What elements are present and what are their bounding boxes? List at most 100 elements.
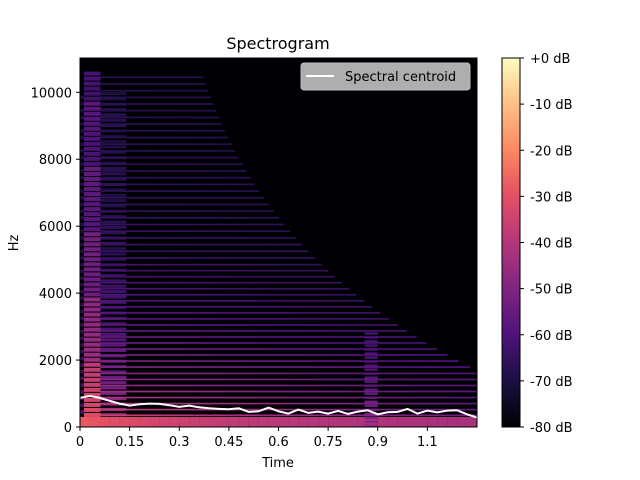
harmonic-segment bbox=[171, 163, 184, 166]
y-axis-label: Hz bbox=[7, 235, 22, 252]
harmonic-segment bbox=[118, 263, 137, 266]
spectrogram-cell bbox=[80, 95, 84, 99]
harmonic-segment bbox=[414, 396, 446, 399]
harmonic-segment bbox=[155, 96, 165, 99]
spectrogram-cell bbox=[83, 81, 101, 86]
harmonic-segment bbox=[126, 83, 136, 85]
harmonic-segment bbox=[117, 250, 135, 253]
harmonic-segment bbox=[377, 366, 409, 368]
colorbar-tick-label: -80 dB bbox=[530, 421, 573, 436]
harmonic-segment bbox=[122, 306, 146, 308]
harmonic-segment bbox=[99, 116, 110, 119]
spectrogram-cell bbox=[80, 269, 84, 274]
harmonic-segment bbox=[315, 366, 347, 368]
harmonic-segment bbox=[154, 89, 164, 92]
reattack-cell bbox=[364, 412, 378, 415]
harmonic-segment bbox=[273, 250, 291, 253]
spectrogram-cell bbox=[83, 357, 101, 362]
colorbar-tick-label: -10 dB bbox=[530, 98, 573, 113]
x-tick-label: 0.3 bbox=[169, 435, 190, 450]
harmonic-segment bbox=[135, 83, 144, 85]
harmonic-segment bbox=[168, 76, 178, 79]
harmonic-segment bbox=[290, 250, 309, 253]
low-band-cell bbox=[238, 416, 249, 427]
harmonic-segment bbox=[273, 324, 299, 326]
harmonic-segment bbox=[162, 287, 183, 290]
harmonic-segment bbox=[224, 324, 249, 326]
harmonic-segment bbox=[99, 237, 117, 239]
reattack-cell bbox=[364, 364, 378, 367]
harmonic-segment bbox=[189, 360, 220, 362]
harmonic-segment bbox=[184, 243, 201, 246]
harmonic-segment bbox=[219, 360, 250, 362]
harmonic-segment bbox=[109, 116, 120, 119]
harmonic-segment bbox=[180, 156, 193, 159]
reattack-cell bbox=[364, 396, 378, 399]
spectrogram-cell bbox=[83, 126, 101, 131]
low-band-cell bbox=[338, 416, 348, 427]
harmonic-segment bbox=[196, 83, 206, 85]
harmonic-segment bbox=[381, 330, 408, 332]
harmonic-segment bbox=[146, 156, 158, 159]
harmonic-segment bbox=[217, 243, 235, 246]
harmonic-segment bbox=[117, 83, 127, 85]
harmonic-segment bbox=[414, 408, 446, 411]
harmonic-segment bbox=[207, 223, 223, 226]
harmonic-segment bbox=[135, 257, 154, 259]
harmonic-segment bbox=[360, 354, 390, 356]
harmonic-segment bbox=[167, 243, 185, 246]
harmonic-segment bbox=[126, 190, 140, 192]
harmonic-segment bbox=[143, 83, 153, 85]
harmonic-segment bbox=[99, 318, 124, 320]
spectrogram-cell bbox=[80, 109, 84, 113]
low-band-cell bbox=[169, 416, 180, 427]
harmonic-segment bbox=[174, 216, 190, 219]
harmonic-segment bbox=[182, 287, 204, 290]
harmonic-segment bbox=[288, 396, 320, 399]
harmonic-segment bbox=[445, 414, 477, 417]
spectrogram-cell bbox=[80, 256, 84, 260]
spectrogram-cell bbox=[100, 231, 127, 235]
harmonic-segment bbox=[256, 372, 289, 375]
harmonic-segment bbox=[185, 170, 198, 172]
harmonic-segment bbox=[238, 223, 254, 226]
harmonic-segment bbox=[215, 210, 231, 212]
harmonic-segment bbox=[208, 342, 236, 344]
spectrogram-cell bbox=[80, 236, 84, 240]
harmonic-segment bbox=[116, 237, 133, 239]
low-band-cell bbox=[189, 416, 200, 427]
harmonic-segment bbox=[414, 378, 446, 381]
spectrogram-cell bbox=[83, 257, 101, 262]
harmonic-segment bbox=[153, 257, 172, 259]
harmonic-segment bbox=[281, 306, 305, 308]
harmonic-segment bbox=[194, 414, 226, 417]
harmonic-segment bbox=[110, 129, 121, 132]
harmonic-segment bbox=[183, 163, 195, 166]
harmonic-segment bbox=[169, 156, 181, 159]
harmonic-segment bbox=[130, 223, 146, 226]
harmonic-segment bbox=[108, 76, 118, 79]
colorbar-tick-label: -20 dB bbox=[530, 144, 573, 159]
harmonic-segment bbox=[99, 109, 110, 112]
low-band-cell bbox=[119, 416, 130, 427]
spectrogram-cell bbox=[80, 396, 84, 401]
reattack-cell bbox=[364, 360, 378, 363]
harmonic-segment bbox=[159, 163, 172, 166]
reattack-cell bbox=[364, 380, 378, 383]
harmonic-segment bbox=[165, 237, 182, 239]
harmonic-segment bbox=[99, 293, 122, 296]
harmonic-segment bbox=[364, 318, 389, 320]
reattack-cell bbox=[364, 348, 378, 351]
harmonic-segment bbox=[120, 287, 142, 290]
harmonic-segment bbox=[304, 306, 327, 308]
harmonic-segment bbox=[418, 354, 448, 356]
harmonic-segment bbox=[414, 384, 446, 387]
spectrogram-cell bbox=[83, 377, 101, 382]
spectrogram-cell bbox=[80, 309, 84, 314]
harmonic-segment bbox=[288, 408, 320, 411]
harmonic-segment bbox=[242, 230, 259, 233]
harmonic-segment bbox=[99, 330, 126, 332]
harmonic-segment bbox=[162, 408, 195, 411]
harmonic-segment bbox=[99, 408, 132, 411]
harmonic-segment bbox=[99, 390, 132, 393]
